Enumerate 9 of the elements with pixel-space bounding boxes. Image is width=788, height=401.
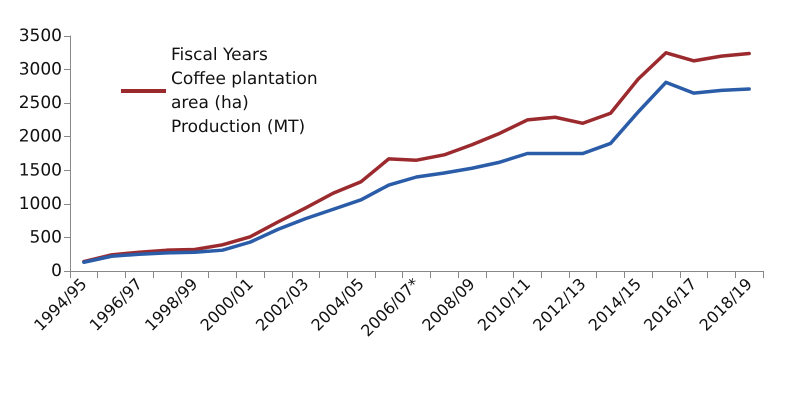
y-tick-label: 500 <box>30 227 62 248</box>
y-tick-label: 1500 <box>18 160 62 180</box>
y-tick-label: 2000 <box>18 126 62 147</box>
y-tick-label: 3000 <box>18 60 62 80</box>
y-tick-label: 2500 <box>18 93 62 114</box>
y-tick-label: 3500 <box>18 26 62 46</box>
y-tick-label: 0 <box>51 261 62 281</box>
y-tick-label: 1000 <box>18 194 62 214</box>
legend-label: Fiscal Years Coffee plantation area (ha) Production (MT) <box>171 45 324 137</box>
